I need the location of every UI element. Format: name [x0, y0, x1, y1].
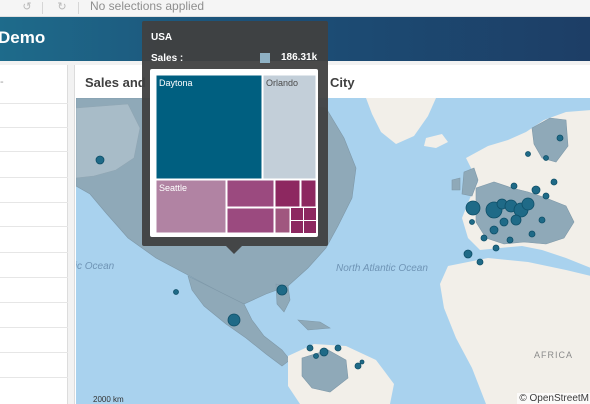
- treemap-tile-seattle: [156, 180, 226, 233]
- map-attribution[interactable]: © OpenStreetM: [517, 393, 590, 404]
- tooltip-measure-value: 186.31k: [281, 52, 318, 63]
- toolbar-divider: [42, 2, 43, 14]
- land-scandinavia: [531, 117, 569, 163]
- label-africa: AFRICA: [534, 350, 574, 360]
- list-item[interactable]: [0, 202, 68, 203]
- tooltip-legend-swatch: [260, 53, 270, 63]
- treemap-graphics: Daytona Orlando Seattle: [155, 74, 317, 234]
- treemap-label-seattle: Seattle: [159, 183, 187, 193]
- selection-forward-icon[interactable]: ↻: [57, 1, 67, 13]
- map-scale: 2000 km: [93, 395, 124, 404]
- treemap-tile: [227, 208, 274, 233]
- list-item[interactable]: [0, 377, 68, 378]
- treemap-tile: [291, 221, 303, 233]
- map-panel-title: Sales and: [85, 75, 146, 90]
- list-item[interactable]: [0, 151, 68, 152]
- left-panel: -: [0, 65, 68, 404]
- tooltip-treemap: Daytona Orlando Seattle: [150, 69, 318, 237]
- list-item[interactable]: [0, 327, 68, 328]
- selection-status-text: No selections applied: [90, 0, 205, 13]
- tooltip-title: USA: [151, 32, 173, 43]
- scale-label: 2000 km: [93, 395, 124, 404]
- list-item[interactable]: [0, 277, 68, 278]
- treemap-label-daytona: Daytona: [159, 78, 193, 88]
- treemap-tile: [291, 208, 303, 220]
- list-item[interactable]: [0, 352, 68, 353]
- treemap-tile-daytona: [156, 75, 262, 179]
- app-title: Demo: [0, 28, 46, 47]
- list-item[interactable]: [0, 103, 68, 104]
- land-ireland: [451, 177, 461, 191]
- treemap-tile: [304, 221, 316, 233]
- land-greenland: [366, 98, 436, 144]
- treemap-tile: [275, 208, 290, 233]
- list-item[interactable]: [0, 226, 68, 227]
- selection-bar: ↺ ↻ No selections applied: [0, 0, 590, 17]
- toolbar-divider: [78, 2, 79, 14]
- selection-back-icon[interactable]: ↺: [22, 1, 32, 13]
- list-item[interactable]: [0, 302, 68, 303]
- map-panel-title-suffix: City: [330, 75, 355, 90]
- left-panel-marker: -: [0, 76, 4, 88]
- land-colombia-venezuela: [301, 349, 349, 393]
- land-africa: [440, 258, 590, 404]
- label-atlantic-west: tic Ocean: [76, 261, 115, 272]
- treemap-tile: [301, 180, 316, 207]
- treemap-tile: [227, 180, 274, 207]
- land-alaska: [76, 103, 141, 179]
- land-cuba: [297, 319, 331, 331]
- list-item[interactable]: [0, 252, 68, 253]
- list-item[interactable]: [0, 127, 68, 128]
- tooltip-pointer: [226, 246, 242, 254]
- map-tooltip: USA Sales : 186.31k: [142, 21, 328, 254]
- land-uk: [461, 167, 479, 197]
- treemap-tile-orlando: [263, 75, 316, 179]
- treemap-tile: [275, 180, 300, 207]
- list-item[interactable]: [0, 177, 68, 178]
- label-north-atlantic: North Atlantic Ocean: [336, 263, 428, 274]
- treemap-tile: [304, 208, 316, 220]
- land-iceland: [424, 134, 448, 148]
- tooltip-measure-label: Sales :: [151, 53, 184, 64]
- sales-bubbles[interactable]: [95, 134, 564, 370]
- treemap-label-orlando: Orlando: [266, 78, 298, 88]
